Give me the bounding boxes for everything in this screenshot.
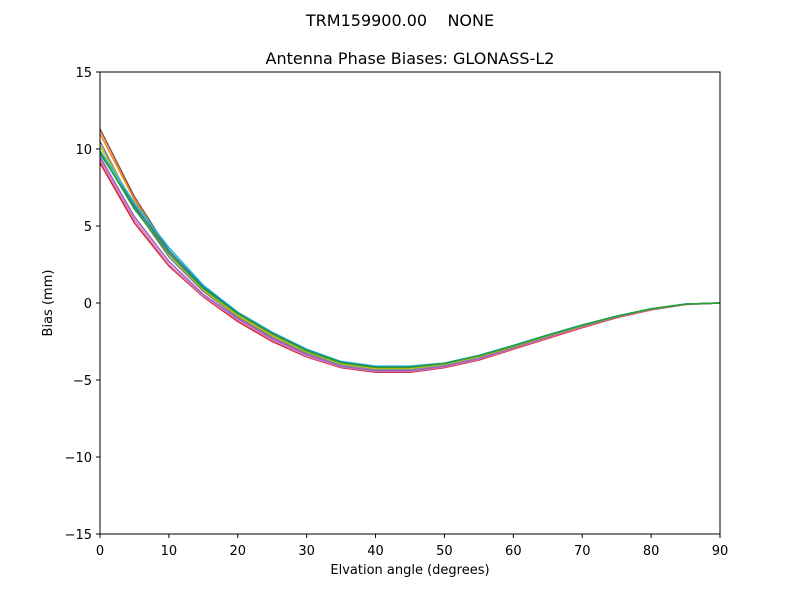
series-line-8 [99,150,721,367]
x-tick-label: 0 [96,544,104,559]
x-tick-label: 90 [712,544,729,559]
x-tick-label: 40 [367,544,384,559]
y-tick-label: −5 [73,374,92,389]
series-line-6 [99,133,721,369]
series-line-3 [99,156,721,372]
y-tick-label: 10 [75,143,92,158]
x-tick-label: 30 [298,544,315,559]
series-line-10 [99,151,721,369]
chart-title: Antenna Phase Biases: GLONASS-L2 [266,49,555,68]
series-line-4 [99,140,721,370]
series-line-9 [99,153,721,368]
x-tick-label: 60 [505,544,522,559]
plot-lines [99,128,721,374]
y-axis-ticks: −15 −10 −5 0 5 10 15 [65,66,100,543]
x-tick-label: 50 [436,544,453,559]
x-axis-label: Elvation angle (degrees) [330,563,489,578]
series-line-2 [99,159,721,373]
x-tick-label: 20 [230,544,247,559]
y-tick-label: −10 [65,451,92,466]
series-line-1 [99,162,721,374]
y-tick-label: 5 [84,220,92,235]
plot-frame [99,71,721,535]
x-tick-label: 10 [161,544,178,559]
y-tick-label: 15 [75,66,92,81]
y-axis-label: Bias (mm) [41,270,56,337]
chart-suptitle: TRM159900.00 NONE [305,11,494,30]
x-tick-label: 80 [643,544,660,559]
x-axis-ticks: 0 10 20 30 40 50 60 70 80 90 [96,534,728,559]
y-tick-label: 0 [84,297,92,312]
series-line-5 [99,128,721,369]
series-line-7 [99,145,721,370]
y-tick-label: −15 [65,528,92,543]
x-tick-label: 70 [574,544,591,559]
